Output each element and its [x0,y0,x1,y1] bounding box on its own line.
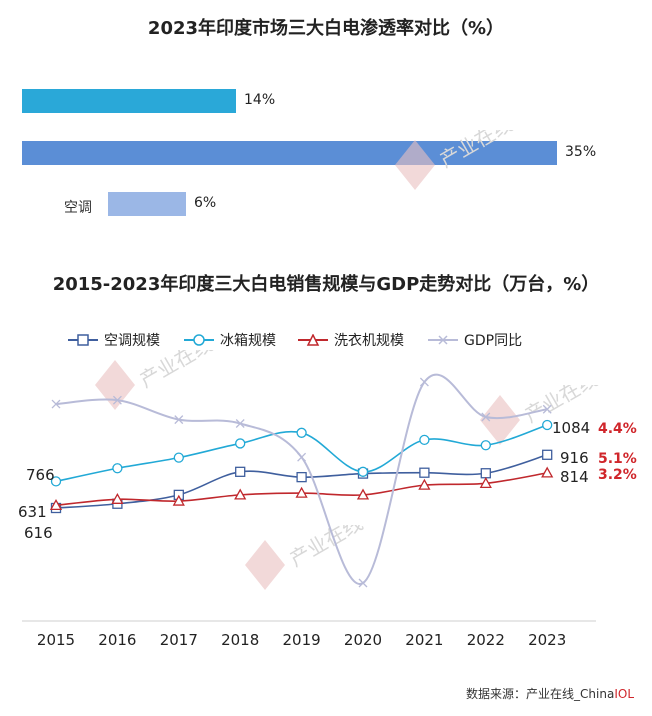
series-1-point-1 [112,463,123,474]
watermark-logo-4: 产业在线 [245,525,367,590]
series-3-point-7 [481,412,491,422]
legend-item-fridge: 冰箱规模 [184,330,276,350]
series-0-point-8 [542,449,553,460]
footer-source-brand: IOL [614,687,634,701]
series-3-point-8 [542,404,552,414]
series-2-point-7 [479,477,492,488]
x-tick-label-1: 2016 [98,631,136,649]
bar-0 [22,89,236,113]
series-3-point-3 [235,419,245,428]
legend-label-washer: 洗衣机规模 [334,333,404,349]
series-0-point-3 [235,466,246,477]
legend-label-ac: 空调规模 [104,333,160,349]
series-3-point-5 [358,578,368,588]
legend-item-gdp: GDP同比 [428,330,522,350]
series-1-point-3 [235,438,246,449]
series-3-point-2 [174,415,184,425]
legend-item-ac: 空调规模 [68,330,160,350]
bar-1 [22,141,557,165]
footer-source-text: 数据来源：产业在线_China [466,687,615,701]
series-1-point-5 [357,466,369,477]
series-0-point-7 [480,468,491,479]
legend-marker-triangle-icon [298,334,328,346]
series-2-point-1 [111,492,124,504]
series-2-point-6 [418,478,431,490]
series-2-point-3 [234,488,247,500]
watermark-logo-3: 产业在线 [480,385,602,445]
legend: 空调规模 冰箱规模 洗衣机规模 GDP同比 [0,330,652,350]
x-tick-label-0: 2015 [37,631,75,649]
start-value-label-2: 616 [24,524,53,542]
series-2-point-5 [356,488,370,500]
series-3-point-6 [419,377,429,387]
series-1-point-7 [480,440,491,451]
bar-label-2: 空调 [64,200,92,216]
series-0-point-4 [296,471,307,483]
series-3-point-0 [51,399,61,409]
start-value-label-0: 766 [26,466,55,484]
legend-label-gdp: GDP同比 [464,333,523,349]
start-value-label-1: 631 [18,503,47,521]
end-value-label-2: 814 [560,468,589,486]
series-line-3 [55,373,548,585]
bar-value-2: 6% [194,195,217,211]
series-2-point-2 [172,494,185,506]
growth-label-1: 5.1% [598,451,637,467]
line-chart: 2015 2016 2017 2018 2019 2020 2021 2022 2023 766 6… [18,373,637,649]
x-tick-label-3: 2018 [221,631,259,649]
series-2-point-0 [49,499,63,510]
x-tick-label-7: 2022 [467,631,505,649]
x-tick-label-6: 2021 [405,631,443,649]
legend-marker-square-icon [68,334,98,346]
legend-label-fridge: 冰箱规模 [220,333,276,349]
growth-label-2: 3.2% [598,467,637,483]
x-tick-label-5: 2020 [344,631,382,649]
chart1-title: 2023年印度市场三大白电渗透率对比（%） [147,18,505,39]
series-1-point-0 [50,476,62,487]
end-value-label-0: 1084 [552,419,590,437]
series-1-point-6 [419,434,430,446]
series-3-point-1 [112,395,122,405]
series-3-point-4 [297,452,307,462]
bar-value-0: 14% [244,92,276,108]
x-tick-label-4: 2019 [283,631,321,649]
bar-value-1: 35% [565,144,597,160]
series-1-point-2 [173,452,184,463]
series-2-point-8 [541,466,554,478]
series-1-point-4 [296,427,307,438]
end-value-label-1: 916 [560,449,589,467]
series-2-point-4 [295,486,308,498]
x-tick-label-8: 2023 [528,631,566,649]
legend-item-washer: 洗衣机规模 [298,330,404,350]
watermark-text-1: 产业在线 [436,130,517,172]
watermark-logo-1: 产业在线 [395,130,517,190]
x-tick-label-2: 2017 [160,631,198,649]
legend-marker-circle-icon [184,334,214,346]
footer-source: 数据来源：产业在线_ChinaIOL [466,685,634,702]
chart2-title: 2015-2023年印度三大白电销售规模与GDP走势对比（万台，%） [52,274,600,295]
watermark-logo-2: 产业在线 [95,350,217,410]
legend-marker-x-icon [428,335,458,345]
bar-2 [108,192,186,216]
growth-label-0: 4.4% [598,421,637,437]
series-1-point-8 [542,419,553,431]
series-0-point-6 [419,467,430,478]
